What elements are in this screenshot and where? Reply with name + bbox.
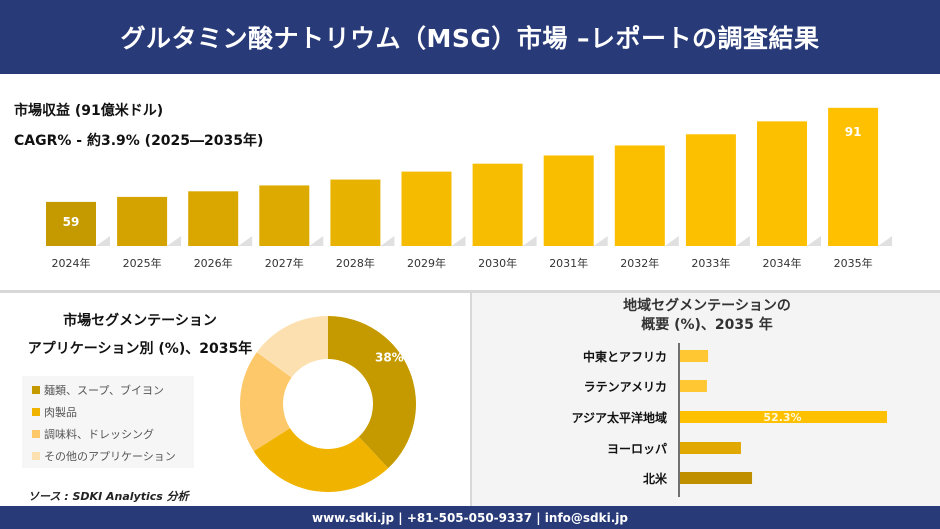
region-chart-title: 地域セグメンテーションの (623, 298, 791, 314)
revenue-bar (117, 196, 168, 246)
legend-swatch (32, 386, 40, 394)
revenue-bar (46, 201, 96, 246)
donut-slice (253, 428, 389, 492)
donut-slice (328, 316, 417, 469)
region-label: ヨーロッパ (607, 442, 667, 456)
region-segment-panel: 地域セグメンテーションの 概要 (%)、2035 年 中東とアフリカ ラテンアメリ… (470, 293, 940, 506)
source-note: ソース : SDKI Analytics 分析 (28, 490, 189, 503)
revenue-bar (472, 163, 523, 246)
year-label: 2026年 (194, 256, 233, 270)
bar-value-label: 91 (845, 125, 862, 139)
revenue-bar (188, 191, 239, 246)
region-label: 北米 (643, 471, 668, 486)
year-label: 2029年 (407, 256, 446, 270)
revenue-bar (614, 145, 665, 246)
region-label: アジア太平洋地域 (571, 410, 667, 425)
revenue-bar-chart: 2024年 59 2025年 2026年 2027年 2028年 2029年 2030年 203… (46, 107, 893, 270)
region-bar (680, 380, 707, 392)
revenue-section: 市場収益 (91億米ドル) CAGR% - 約3.9% (2025―2035年)… (0, 74, 940, 290)
year-label: 2028年 (336, 256, 375, 270)
bar-shadow (238, 236, 253, 246)
region-bar (680, 442, 741, 454)
donut-slice (240, 352, 292, 452)
year-label: 2030年 (478, 256, 517, 270)
revenue-bar (685, 134, 736, 246)
bar-shadow (167, 236, 182, 246)
bar-shadow (522, 236, 537, 246)
bar-shadow (309, 236, 324, 246)
bar-shadow (878, 236, 893, 246)
bar-shadow (664, 236, 679, 246)
revenue-bar (259, 185, 310, 246)
region-bar (680, 411, 887, 423)
page-title: グルタミン酸ナトリウム（MSG）市場 –レポートの調査結果 (0, 0, 940, 74)
bar-shadow (451, 236, 466, 246)
bar-shadow (735, 236, 750, 246)
year-label: 2027年 (265, 256, 304, 270)
year-label: 2032年 (620, 256, 659, 270)
region-label: 中東とアフリカ (583, 349, 667, 364)
year-label: 2024年 (52, 256, 91, 270)
year-label: 2035年 (834, 256, 873, 270)
application-segment-panel: 市場セグメンテーション アプリケーション別 (%)、2035年 麺類、スープ、ブ… (0, 293, 468, 506)
bar-shadow (96, 236, 110, 246)
legend-label: 肉製品 (44, 406, 77, 419)
bar-shadow (380, 236, 395, 246)
year-label: 2033年 (691, 256, 730, 270)
legend-item: 麺類、スープ、ブイヨン (32, 379, 194, 401)
revenue-bar (401, 171, 452, 246)
legend-swatch (32, 430, 40, 438)
region-label: ラテンアメリカ (584, 380, 667, 394)
bar-value-label: 59 (63, 215, 80, 229)
year-label: 2034年 (763, 256, 802, 270)
divider (0, 290, 940, 293)
year-label: 2031年 (549, 256, 588, 270)
legend-label: 麺類、スープ、ブイヨン (44, 384, 165, 397)
slice-label: 38% (375, 351, 404, 365)
donut-slice (256, 316, 328, 378)
revenue-bar (543, 155, 594, 246)
region-value-label: 52.3% (763, 411, 801, 424)
revenue-bar (330, 179, 381, 246)
year-label: 2025年 (123, 256, 162, 270)
legend-swatch (32, 408, 40, 416)
legend-label: 調味料、ドレッシング (44, 428, 154, 441)
region-bar (680, 472, 753, 484)
legend-item: その他のアプリケーション (32, 445, 194, 467)
region-bar (680, 350, 709, 362)
region-chart-subtitle: 概要 (%)、2035 年 (641, 317, 773, 333)
legend-item: 肉製品 (32, 401, 194, 423)
revenue-bar (828, 107, 879, 246)
cagr-label: CAGR% - 約3.9% (2025―2035年) (14, 133, 264, 149)
bar-shadow (593, 236, 608, 246)
legend-swatch (32, 452, 40, 460)
legend-item: 調味料、ドレッシング (32, 423, 194, 445)
pie-title: 市場セグメンテーション (63, 313, 217, 329)
footer-contact: www.sdki.jp | +81-505-050-9337 | info@sd… (0, 506, 940, 529)
application-donut-chart: 38% (240, 316, 417, 492)
bar-shadow (807, 236, 821, 246)
revenue-label: 市場収益 (91億米ドル) (14, 103, 164, 119)
legend-label: その他のアプリケーション (44, 450, 176, 463)
pie-subtitle: アプリケーション別 (%)、2035年 (27, 341, 253, 357)
pie-legend: 麺類、スープ、ブイヨン 肉製品調味料、ドレッシングその他のアプリケーション (22, 376, 194, 468)
revenue-bar (757, 121, 807, 246)
